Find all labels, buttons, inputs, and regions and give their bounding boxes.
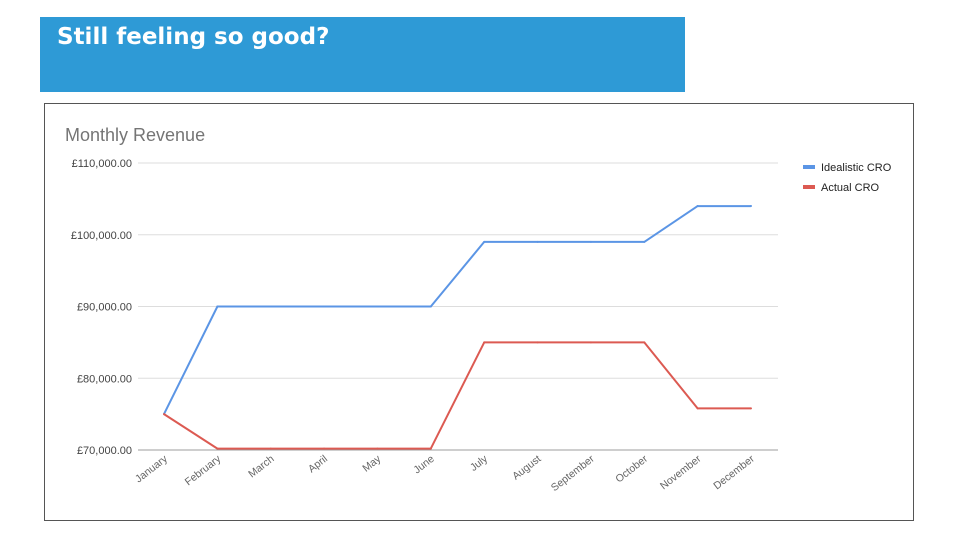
series-layer [163,205,752,450]
data-point [323,305,326,308]
x-tick-label: January [133,452,170,485]
data-point [483,240,486,243]
y-tick-label: £100,000.00 [71,230,132,242]
data-point [589,341,592,344]
y-tick-label: £90,000.00 [77,302,132,314]
data-point [750,407,752,410]
slide-title: Still feeling so good? [57,24,330,50]
data-point [269,447,272,450]
data-point [376,447,379,450]
data-point [696,205,699,208]
legend-label: Idealistic CRO [821,162,892,174]
data-point [536,341,539,344]
data-point [643,240,646,243]
x-tick-label: March [246,453,277,481]
x-tick-label: June [411,453,436,477]
x-tick-label: August [510,453,543,483]
chart-title: Monthly Revenue [65,125,205,145]
data-point [750,205,752,208]
legend-label: Actual CRO [821,182,880,194]
legend: Idealistic CRO Actual CRO [803,162,892,194]
data-point [269,305,272,308]
x-tick-label: May [360,452,384,474]
data-point [376,305,379,308]
header-band [40,17,685,92]
data-point [696,407,699,410]
data-point [483,341,486,344]
x-tick-label: July [468,452,491,473]
data-point [323,447,326,450]
x-tick-label: February [183,452,224,488]
y-tick-label: £70,000.00 [77,445,132,457]
series-line-idealistic-cro [163,205,751,415]
x-tick-label: November [658,453,704,493]
data-point [163,413,165,416]
chart-frame [44,103,914,521]
x-tick-label: September [549,453,597,494]
y-tick-label: £80,000.00 [77,373,132,385]
x-tick-label: October [613,453,650,486]
y-axis-ticks: £70,000.00 £80,000.00 £90,000.00 £100,000.0… [71,158,132,457]
data-point [216,305,219,308]
x-tick-label: April [306,453,330,475]
y-tick-label: £110,000.00 [72,158,132,170]
data-point [643,341,646,344]
data-point [589,240,592,243]
data-point [429,305,432,308]
x-axis-ticks: January February March April May June July Augu… [133,452,757,494]
series-line-actual-cro [163,341,751,450]
data-point [429,447,432,450]
x-tick-label: December [711,453,757,493]
legend-swatch [803,185,815,189]
legend-swatch [803,165,815,169]
data-point [536,240,539,243]
data-point [216,447,219,450]
